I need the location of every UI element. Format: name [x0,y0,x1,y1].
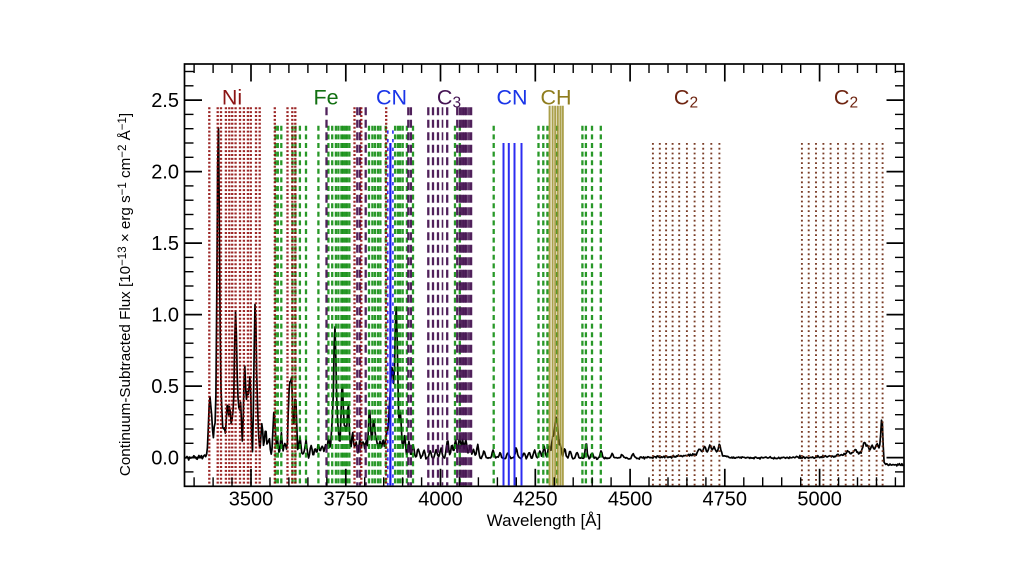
svg-text:CH: CH [540,86,571,110]
svg-text:5000: 5000 [797,489,842,511]
svg-text:3750: 3750 [324,489,369,511]
svg-text:Wavelength [Å]: Wavelength [Å] [487,511,602,530]
svg-text:0.5: 0.5 [151,376,179,398]
svg-text:4000: 4000 [418,489,463,511]
svg-text:Fe: Fe [313,86,338,110]
svg-text:CN: CN [496,86,527,110]
svg-text:CN: CN [376,86,407,110]
svg-text:0.0: 0.0 [151,448,179,470]
svg-text:4500: 4500 [608,489,653,511]
svg-text:Continuum-Subtracted Flux [10−: Continuum-Subtracted Flux [10−13 × erg s… [117,113,134,476]
svg-text:4750: 4750 [703,489,748,511]
svg-text:1.5: 1.5 [151,233,179,255]
svg-text:2.0: 2.0 [151,162,179,184]
svg-text:Ni: Ni [222,86,242,110]
svg-text:C2: C2 [834,86,858,112]
svg-text:4250: 4250 [513,489,558,511]
svg-text:3500: 3500 [229,489,274,511]
svg-text:2.5: 2.5 [151,90,179,112]
svg-text:1.0: 1.0 [151,305,179,327]
